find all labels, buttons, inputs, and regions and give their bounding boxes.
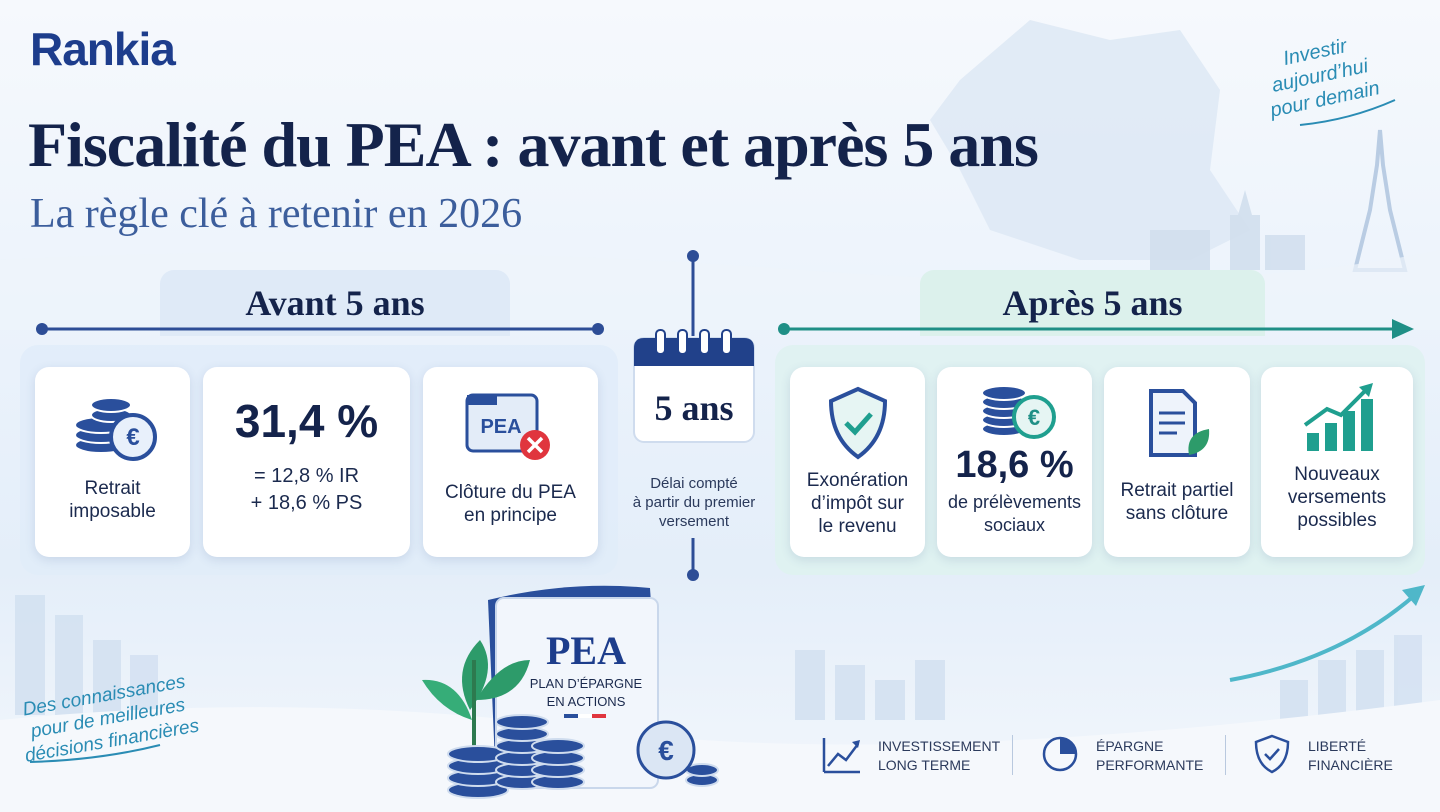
badge: PEA (480, 416, 521, 438)
pea-closed-icon: PEA (465, 393, 550, 460)
card-line: + 18,6 % PS (250, 492, 363, 514)
before-line (36, 323, 604, 335)
calendar-label: 5 ans (654, 388, 733, 428)
note-line: à partir du premier (632, 494, 756, 511)
book-line: EN ACTIONS (547, 694, 626, 709)
coin-symbol: € (658, 735, 674, 766)
note-line: Délai compté (650, 475, 738, 492)
divider (1012, 735, 1013, 775)
footer-line: LONG TERME (878, 757, 971, 773)
card: Exonération d’impôt sur le revenu (790, 367, 925, 557)
footer-item: LIBERTÉ FINANCIÈRE (1308, 737, 1393, 775)
pea-book-art: € PEA PLAN D’ÉPARGNE EN ACTIONS (422, 585, 719, 799)
card-line: = 12,8 % IR (253, 465, 360, 487)
footer-icon (1042, 736, 1078, 772)
card-line: Retrait (84, 478, 141, 499)
card: PEA Clôture du PEA en principe (423, 367, 598, 557)
footer-icon (1254, 734, 1290, 774)
divider (1225, 735, 1226, 775)
coin-symbol: € (126, 424, 139, 451)
card-line: possibles (1297, 510, 1377, 531)
after-line (778, 319, 1414, 339)
card: Nouveaux versements possibles (1261, 367, 1413, 557)
card-line: Clôture du PEA (445, 482, 576, 503)
card-line: imposable (69, 501, 156, 522)
footer-line: FINANCIÈRE (1308, 757, 1393, 773)
footer-line: PERFORMANTE (1096, 757, 1204, 773)
document-icon (1149, 389, 1210, 457)
coins-icon: € (980, 385, 1056, 439)
book-title: PEA (546, 628, 626, 673)
logo: Rankia (30, 23, 176, 75)
card-line: versements (1287, 487, 1387, 508)
card-line: de prélèvements (947, 492, 1082, 512)
coin-symbol: € (1027, 405, 1039, 430)
card: 31,4 % = 12,8 % IR + 18,6 % PS (203, 367, 410, 557)
card-line: le revenu (818, 516, 897, 537)
card: € Retrait imposable (35, 367, 190, 557)
footer-line: ÉPARGNE (1096, 738, 1164, 754)
card: Retrait partiel sans clôture (1104, 367, 1250, 557)
card-line: Retrait partiel (1120, 480, 1234, 501)
center-note: Délai compté à partir du premier verseme… (610, 474, 778, 531)
card-line: d’impôt sur (811, 493, 904, 514)
card-line: en principe (464, 505, 557, 526)
footer-line: LIBERTÉ (1308, 738, 1367, 754)
card-line: Nouveaux (1294, 464, 1380, 485)
title: Fiscalité du PEA : avant et après 5 ans (28, 109, 1039, 180)
footer-icon (822, 738, 860, 774)
before-heading: Avant 5 ans (160, 270, 510, 336)
card-big: 31,4 % (234, 395, 379, 447)
calendar-icon: 5 ans (633, 329, 755, 443)
footer-item: ÉPARGNE PERFORMANTE (1096, 737, 1203, 775)
note-line: versement (658, 513, 730, 530)
after-heading: Après 5 ans (920, 270, 1265, 336)
footer-item: INVESTISSEMENT LONG TERME (878, 737, 1000, 775)
coins-icon: € (73, 397, 157, 461)
shield-icon (828, 386, 887, 460)
card-big: 18,6 % (955, 444, 1074, 486)
card-line: sociaux (983, 515, 1046, 535)
card: € 18,6 % de prélèvements sociaux (937, 367, 1092, 557)
book-line: PLAN D’ÉPARGNE (530, 676, 643, 691)
card-line: Exonération (806, 470, 909, 491)
growth-icon (1303, 383, 1373, 451)
card-line: sans clôture (1125, 503, 1229, 524)
subtitle: La règle clé à retenir en 2026 (30, 191, 523, 237)
footer-line: INVESTISSEMENT (878, 738, 1001, 754)
timeline (687, 250, 699, 581)
